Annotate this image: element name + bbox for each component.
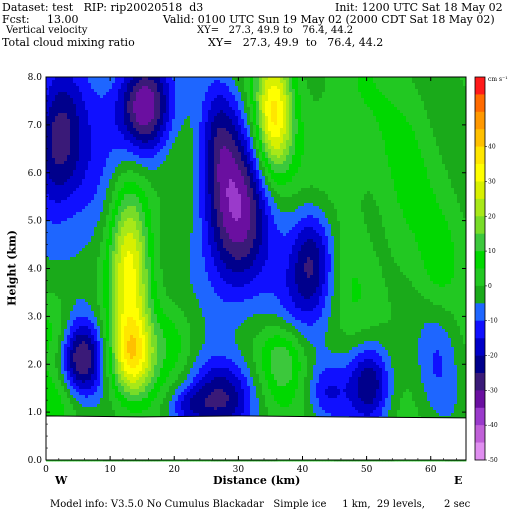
colorbar-label: 0 bbox=[488, 283, 492, 290]
y-tick-label: 8.0 bbox=[28, 73, 43, 83]
y-tick-label: 5.0 bbox=[28, 217, 43, 227]
x-tick-label: 30 bbox=[233, 465, 245, 475]
colorbar-swatch bbox=[475, 216, 485, 234]
y-tick-label: 0.0 bbox=[28, 456, 43, 466]
west-endpoint-label: W bbox=[55, 474, 68, 487]
colorbar-swatch bbox=[475, 251, 485, 269]
y-tick-label: 6.0 bbox=[28, 169, 43, 179]
x-axis-label: Distance (km) bbox=[213, 474, 301, 487]
field1-name: Vertical velocity bbox=[6, 25, 88, 36]
field2-name: Total cloud mixing ratio bbox=[2, 36, 135, 49]
colorbar-label: 20 bbox=[488, 213, 496, 220]
model-info-footer: Model info: V3.5.0 No Cumulus Blackadar … bbox=[50, 499, 471, 510]
colorbar-swatch bbox=[475, 320, 485, 339]
terrain-fill bbox=[45, 415, 467, 461]
forecast-hour-label: Fcst: 13.00 bbox=[2, 13, 79, 26]
colorbar-label: 30 bbox=[488, 178, 496, 185]
colorbar: cm s⁻¹ 40 30 20 10 0 -10 -20 -30 -40 -50 bbox=[474, 76, 508, 464]
y-tick-label: 1.0 bbox=[28, 408, 43, 418]
colorbar-label: 40 bbox=[488, 144, 496, 151]
colorbar-swatch bbox=[475, 390, 485, 409]
y-tick-label: 7.0 bbox=[28, 121, 43, 131]
east-endpoint-label: E bbox=[454, 474, 463, 487]
x-tick-label: 40 bbox=[297, 465, 309, 475]
y-axis: 0.0 1.0 2.0 3.0 4.0 5.0 6.0 7.0 8.0 bbox=[28, 73, 466, 466]
y-axis-label: Height (km) bbox=[5, 230, 19, 306]
colorbar-swatch bbox=[475, 407, 485, 426]
field2-xy: XY= 27.3, 49.9 to 76.4, 44.2 bbox=[208, 36, 384, 49]
colorbar-swatch bbox=[475, 425, 485, 443]
y-tick-label: 4.0 bbox=[28, 265, 43, 275]
init-time-label: Init: 1200 UTC Sat 18 May 02 bbox=[335, 1, 503, 14]
x-tick-label: 50 bbox=[361, 465, 373, 475]
colorbar-units: cm s⁻¹ bbox=[488, 76, 508, 83]
colorbar-label: -50 bbox=[488, 457, 498, 464]
y-tick-label: 2.0 bbox=[28, 360, 43, 370]
colorbar-swatch bbox=[475, 129, 485, 147]
contour-field bbox=[46, 77, 467, 462]
colorbar-swatch bbox=[475, 111, 485, 130]
colorbar-swatch bbox=[475, 94, 485, 113]
field1-xy: XY= 27.3, 49.9 to 76.4, 44.2 bbox=[197, 25, 354, 36]
colorbar-swatch bbox=[475, 442, 485, 461]
x-tick-label: 0 bbox=[43, 465, 49, 475]
colorbar-swatch bbox=[475, 181, 485, 200]
x-axis: 0 10 20 30 40 50 60 bbox=[43, 77, 457, 475]
colorbar-label: -40 bbox=[488, 422, 498, 429]
colorbar-swatch bbox=[475, 233, 485, 252]
colorbar-swatch bbox=[475, 303, 485, 322]
x-tick-label: 60 bbox=[425, 465, 437, 475]
colorbar-swatch bbox=[475, 164, 485, 182]
colorbar-swatch bbox=[475, 77, 485, 95]
colorbar-swatch bbox=[475, 285, 485, 304]
colorbar-swatch bbox=[475, 338, 485, 356]
colorbar-swatch bbox=[475, 146, 485, 165]
colorbar-label: -10 bbox=[488, 318, 498, 325]
y-tick-label: 3.0 bbox=[28, 312, 43, 322]
colorbar-label: -30 bbox=[488, 387, 498, 394]
colorbar-label: 10 bbox=[488, 248, 496, 255]
colorbar-swatch bbox=[475, 198, 485, 217]
colorbar-label: -20 bbox=[488, 353, 498, 360]
colorbar-swatch bbox=[475, 355, 485, 374]
colorbar-swatch bbox=[475, 372, 485, 391]
x-tick-label: 10 bbox=[104, 465, 116, 475]
colorbar-swatch bbox=[475, 268, 485, 287]
x-tick-label: 20 bbox=[169, 465, 181, 475]
valid-time-label: Valid: 0100 UTC Sun 19 May 02 (2000 CDT … bbox=[163, 13, 495, 26]
dataset-label: Dataset: test RIP: rip20020518 d3 bbox=[2, 1, 204, 14]
